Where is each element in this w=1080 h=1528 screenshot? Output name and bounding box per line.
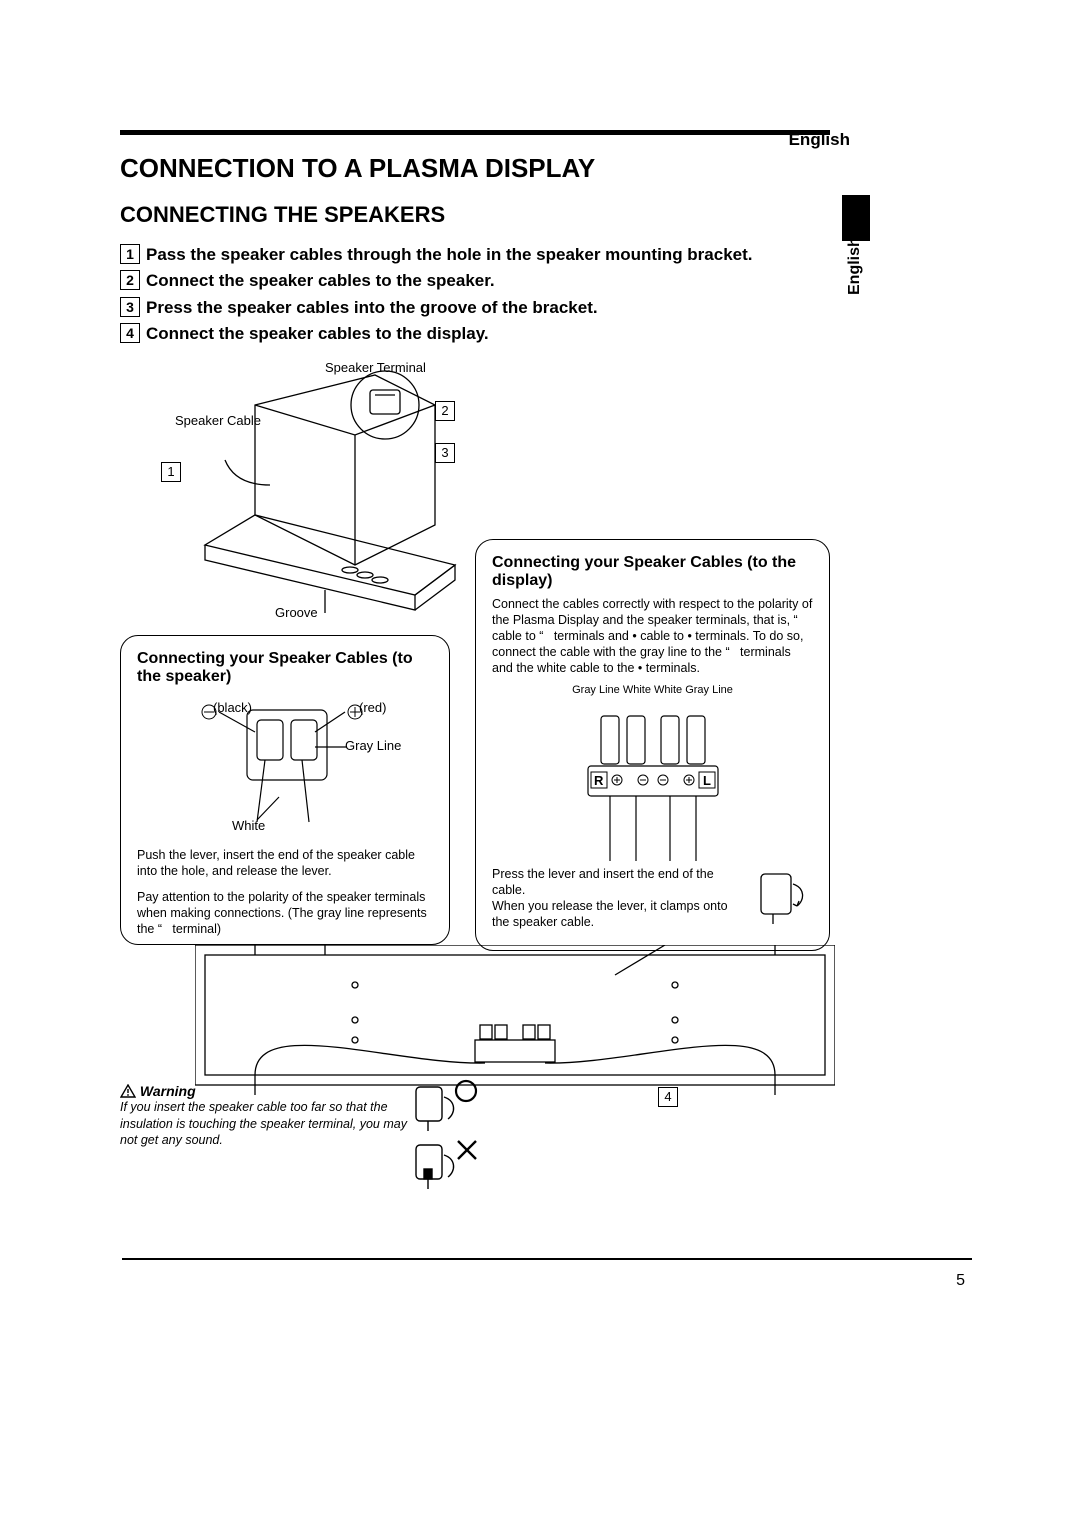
lever-detail-illustration (753, 866, 813, 926)
language-tab-label: English (846, 237, 864, 295)
language-tab: English (842, 195, 870, 295)
callout-speaker-p2: Pay attention to the polarity of the spe… (137, 889, 433, 937)
diagram-marker-1: 1 (161, 462, 181, 482)
page-title: CONNECTION TO A PLASMA DISPLAY (120, 153, 970, 184)
wrong-insertion-illustration (410, 1135, 480, 1190)
step-3: 3Press the speaker cables into the groov… (120, 295, 970, 321)
footer-rule (122, 1258, 972, 1260)
diagram-area: Speaker Terminal Speaker Cable Groove 1 … (120, 365, 830, 1245)
language-header: English (789, 130, 850, 150)
step-marker: 2 (120, 270, 140, 290)
step-4: 4Connect the speaker cables to the displ… (120, 321, 970, 347)
callout-speaker-heading: Connecting your Speaker Cables (to the s… (137, 650, 433, 686)
label-speaker-cable: Speaker Cable (175, 413, 261, 428)
header-rule (120, 130, 830, 135)
step-marker: 4 (120, 323, 140, 343)
callout-speaker-p1: Push the lever, insert the end of the sp… (137, 847, 433, 879)
label-groove: Groove (275, 605, 318, 620)
callout-display-heading: Connecting your Speaker Cables (to the d… (492, 554, 813, 590)
label-red: (red) (359, 700, 386, 715)
diagram-marker-2: 2 (435, 401, 455, 421)
page-number: 5 (956, 1272, 965, 1290)
display-rear-illustration (195, 945, 835, 1095)
wire-labels: Gray Line White White Gray Line (492, 684, 813, 696)
label-white: White (232, 818, 265, 833)
callout-speaker: Connecting your Speaker Cables (to the s… (120, 635, 450, 945)
diagram-marker-3: 3 (435, 443, 455, 463)
correct-insertion-illustration (410, 1077, 480, 1132)
warning-text: If you insert the speaker cable too far … (120, 1099, 420, 1148)
display-terminal-illustration: R L (493, 696, 813, 866)
svg-text:R: R (594, 773, 604, 788)
warning-icon (120, 1084, 136, 1098)
label-black: (black) (213, 700, 252, 715)
label-gray-line: Gray Line (345, 738, 401, 753)
svg-text:L: L (703, 773, 711, 788)
step-marker: 3 (120, 297, 140, 317)
label-speaker-terminal: Speaker Terminal (325, 360, 426, 375)
speaker-terminal-illustration (137, 692, 437, 842)
callout-display-press: Press the lever and insert the end of th… (492, 866, 745, 930)
step-marker: 1 (120, 244, 140, 264)
language-tab-block (842, 195, 870, 241)
callout-display-body: Connect the cables correctly with respec… (492, 596, 813, 676)
callout-display: Connecting your Speaker Cables (to the d… (475, 539, 830, 951)
